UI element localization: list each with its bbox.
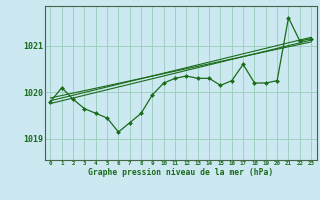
X-axis label: Graphe pression niveau de la mer (hPa): Graphe pression niveau de la mer (hPa) — [88, 168, 273, 177]
